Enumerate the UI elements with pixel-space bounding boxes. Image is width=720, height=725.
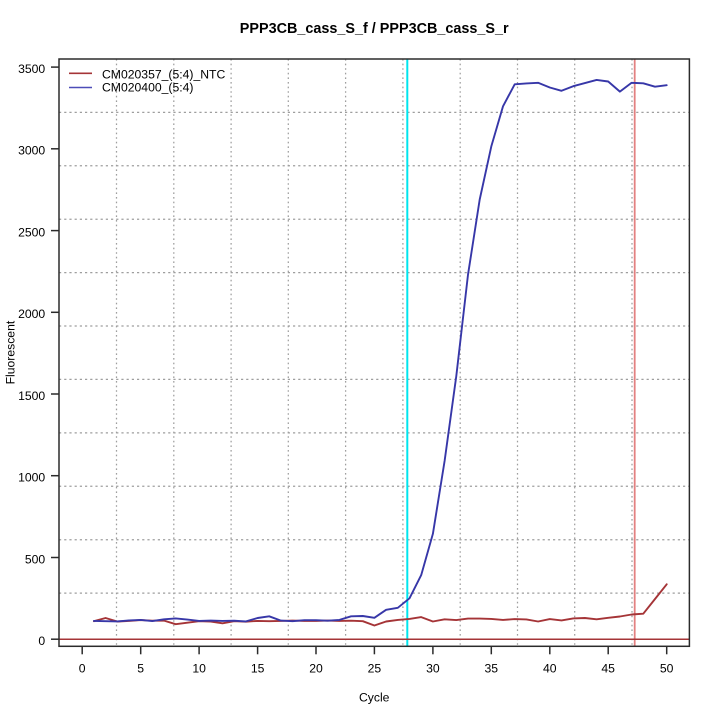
svg-text:0: 0	[79, 661, 86, 675]
svg-text:15: 15	[251, 661, 265, 675]
svg-text:35: 35	[485, 661, 499, 675]
svg-text:1000: 1000	[18, 471, 45, 485]
svg-text:3500: 3500	[18, 62, 45, 76]
svg-text:1500: 1500	[18, 389, 45, 403]
svg-text:40: 40	[543, 661, 557, 675]
svg-text:25: 25	[368, 661, 382, 675]
svg-text:500: 500	[25, 552, 46, 566]
svg-text:20: 20	[309, 661, 323, 675]
svg-text:50: 50	[660, 661, 674, 675]
svg-text:5: 5	[137, 661, 144, 675]
svg-text:PPP3CB_cass_S_f / PPP3CB_cass_: PPP3CB_cass_S_f / PPP3CB_cass_S_r	[240, 21, 509, 37]
svg-text:2500: 2500	[18, 225, 45, 239]
svg-text:10: 10	[192, 661, 206, 675]
svg-text:2000: 2000	[18, 307, 45, 321]
svg-text:Cycle: Cycle	[359, 690, 390, 704]
svg-text:Fluorescent: Fluorescent	[4, 320, 18, 384]
svg-text:CM020357_(5:4)_NTC: CM020357_(5:4)_NTC	[102, 67, 225, 81]
svg-text:30: 30	[426, 661, 440, 675]
svg-text:45: 45	[601, 661, 615, 675]
svg-text:3000: 3000	[18, 144, 45, 158]
svg-text:CM020400_(5:4): CM020400_(5:4)	[102, 81, 193, 95]
svg-text:0: 0	[38, 634, 45, 648]
